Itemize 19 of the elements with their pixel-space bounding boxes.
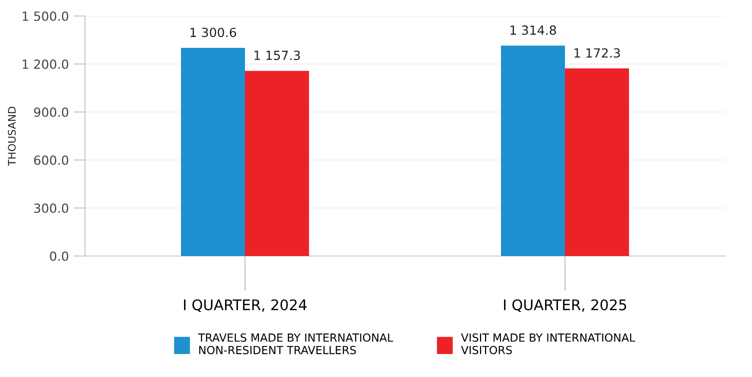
x-tick-label: I QUARTER, 2025 <box>504 299 626 312</box>
data-label: 1 314.8 <box>510 25 556 35</box>
legend-label: VISIT MADE BY INTERNATIONAL VISITORS <box>461 333 636 354</box>
data-label: 1 172.3 <box>574 48 620 58</box>
bar <box>181 48 245 256</box>
data-label: 1 300.6 <box>190 28 236 38</box>
y-axis-title: THOUSAND <box>8 106 16 166</box>
x-tick-label: I QUARTER, 2024 <box>184 299 307 312</box>
y-tick-label: 1 200.0 <box>22 59 68 69</box>
bar <box>245 70 309 256</box>
legend-label: TRAVELS MADE BY INTERNATIONAL NON-RESIDENT TRAVELLERS <box>198 333 394 354</box>
y-tick-label: 300.0 <box>34 203 68 213</box>
y-tick-label: 0.0 <box>50 251 68 261</box>
bar <box>565 68 629 256</box>
data-label: 1 157.3 <box>254 50 300 60</box>
y-tick-label: 900.0 <box>34 107 68 117</box>
y-tick-label: 1 500.0 <box>22 11 68 21</box>
bar <box>501 46 565 256</box>
y-tick-label: 600.0 <box>34 155 68 165</box>
